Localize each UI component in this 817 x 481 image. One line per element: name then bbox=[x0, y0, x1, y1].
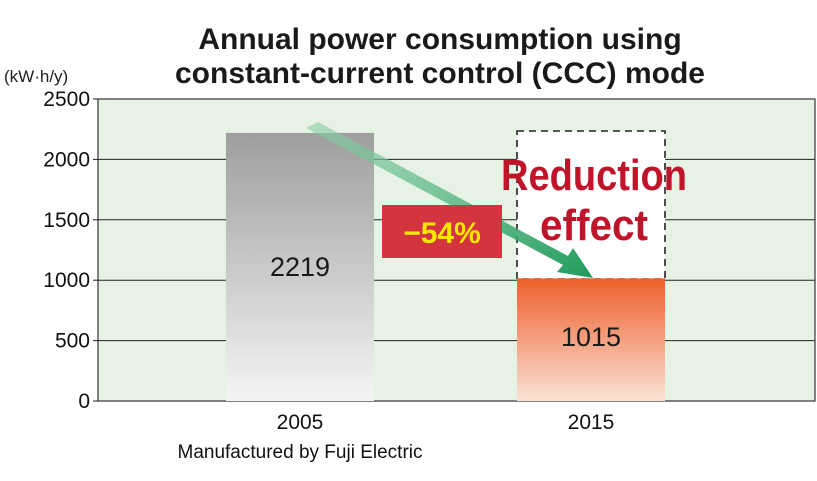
y-tick-label: 1000 bbox=[43, 269, 90, 292]
y-tick-label: 1500 bbox=[43, 209, 90, 232]
x-axis-label-2005: 2005 bbox=[277, 411, 324, 434]
bar-value-label-2015: 1015 bbox=[561, 322, 621, 352]
percent-badge bbox=[382, 205, 502, 258]
y-tick-label: 2000 bbox=[43, 148, 90, 171]
bar-2015 bbox=[517, 278, 665, 401]
chart-title-line-1: Annual power consumption using bbox=[198, 23, 681, 56]
y-tick-label: 2500 bbox=[43, 88, 90, 111]
reduction-arrow bbox=[306, 122, 593, 278]
chart-title-line-2: constant-current control (CCC) mode bbox=[175, 57, 705, 90]
reduction-text-line-1: Reduction bbox=[501, 151, 687, 200]
x-axis-sublabel-2005: Manufactured by Fuji Electric bbox=[178, 442, 423, 463]
reduction-dashed-box bbox=[516, 130, 666, 280]
y-axis-unit-label: (kW·h/y) bbox=[4, 67, 68, 86]
y-tick-label: 500 bbox=[55, 330, 90, 353]
y-axis-ticks: 0 500 1000 1500 2000 2500 bbox=[43, 88, 98, 413]
reduction-text-line-2: effect bbox=[540, 201, 648, 250]
percent-badge-label: −54% bbox=[403, 217, 481, 250]
bar-value-label-2005: 2219 bbox=[270, 252, 330, 282]
y-tick-label: 0 bbox=[78, 390, 90, 413]
bar-2005 bbox=[226, 132, 374, 401]
x-axis-label-2015: 2015 bbox=[568, 411, 615, 434]
